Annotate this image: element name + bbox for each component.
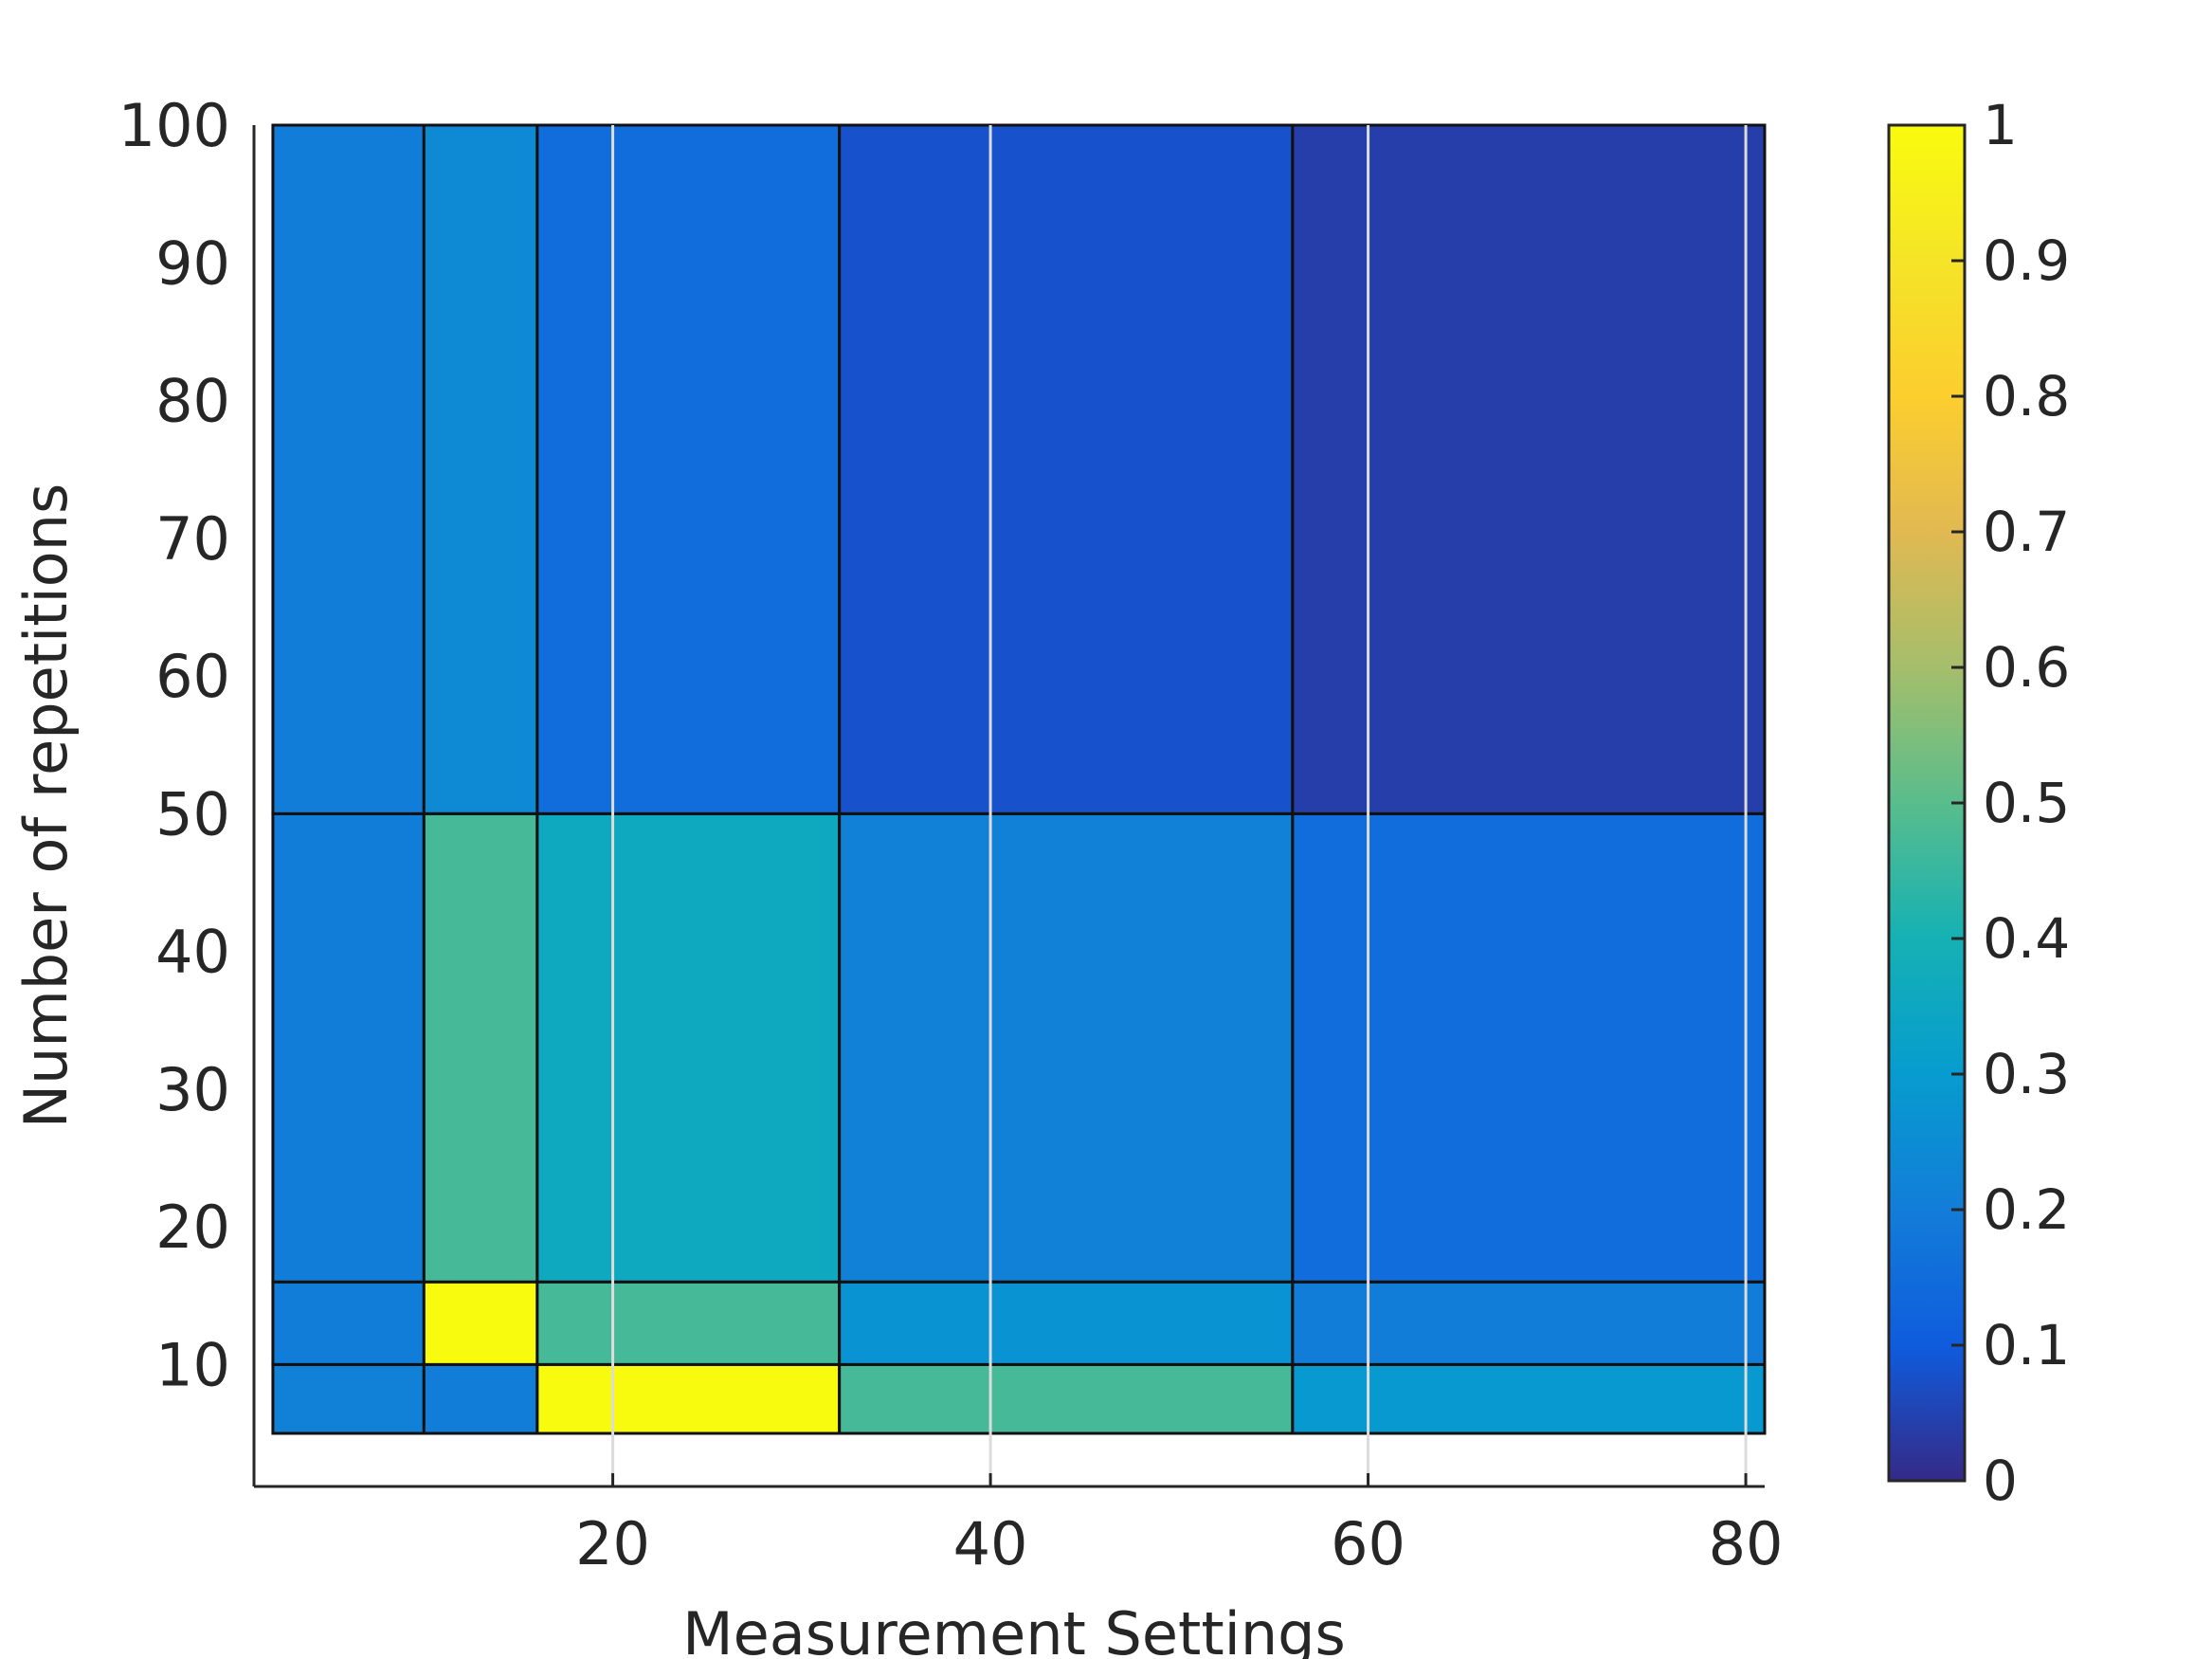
heatmap-cell xyxy=(838,1280,1295,1366)
heatmap-cell xyxy=(271,1362,426,1435)
heatmap-cell xyxy=(422,1280,539,1366)
y-tick-labels: 10 20 30 40 50 60 70 80 90 100 xyxy=(118,91,230,1399)
y-tick-label: 70 xyxy=(155,504,230,574)
colorbar-tick-label: 0.5 xyxy=(1983,771,2070,835)
x-axis-label: Measurement Settings xyxy=(682,1599,1346,1659)
y-axis-label: Number of repetitions xyxy=(11,483,81,1129)
heatmap-cell xyxy=(535,123,842,815)
heatmap-cell xyxy=(1291,123,1767,815)
x-tick-labels: 20 40 60 80 xyxy=(575,1473,1784,1578)
heatmap-cell xyxy=(271,1280,426,1366)
y-tick-label: 90 xyxy=(155,228,230,298)
colorbar-tick-label: 0.3 xyxy=(1983,1042,2070,1106)
x-tick-label: 40 xyxy=(953,1509,1028,1578)
heatmap-cell xyxy=(838,1362,1295,1435)
heatmap-cell xyxy=(422,1362,539,1435)
heatmap-cell xyxy=(1291,811,1767,1284)
x-tick-label: 80 xyxy=(1709,1509,1784,1578)
heatmap-cell xyxy=(838,811,1295,1284)
heatmap-cell xyxy=(1291,1362,1767,1435)
y-tick-label: 100 xyxy=(118,91,230,160)
y-tick-label: 80 xyxy=(155,367,230,436)
colorbar-tick-label: 0.9 xyxy=(1983,228,2070,293)
colorbar-tick-label: 0.8 xyxy=(1983,364,2070,428)
heatmap-cell xyxy=(1291,1280,1767,1366)
colorbar-tick-label: 0.7 xyxy=(1983,500,2070,564)
colorbar-tick-label: 0.6 xyxy=(1983,635,2070,700)
heatmap-cell xyxy=(535,1362,842,1435)
x-tick-label: 20 xyxy=(575,1509,650,1578)
heatmap-cell xyxy=(535,811,842,1284)
y-tick-label: 30 xyxy=(155,1055,230,1124)
colorbar-tick-label: 0 xyxy=(1983,1449,2018,1513)
colorbar-tick-label: 1 xyxy=(1983,93,2018,157)
y-tick-label: 40 xyxy=(155,918,230,987)
heatmap-cell xyxy=(838,123,1295,815)
colorbar-tick-label: 0.4 xyxy=(1983,906,2070,971)
y-tick-label: 10 xyxy=(155,1330,230,1399)
y-tick-label: 60 xyxy=(155,642,230,711)
heatmap-cell xyxy=(271,123,426,815)
x-grid-ticks xyxy=(611,125,1748,1486)
colorbar-tick-label: 0.1 xyxy=(1983,1313,2070,1377)
heatmap-cell xyxy=(535,1280,842,1366)
heatmap-cell xyxy=(271,811,426,1284)
y-tick-label: 50 xyxy=(155,779,230,848)
colorbar-tick-label: 0.2 xyxy=(1983,1177,2070,1242)
heatmap-cells xyxy=(254,123,1767,1486)
axes xyxy=(252,125,1765,1488)
x-tick-label: 60 xyxy=(1331,1509,1405,1578)
y-tick-label: 20 xyxy=(155,1193,230,1262)
heatmap-cell xyxy=(422,123,539,815)
heatmap-cell xyxy=(422,811,539,1284)
colorbar: 0 0.1 0.2 0.3 0.4 0.5 0.6 0.7 0.8 0.9 1 xyxy=(1887,93,2070,1513)
